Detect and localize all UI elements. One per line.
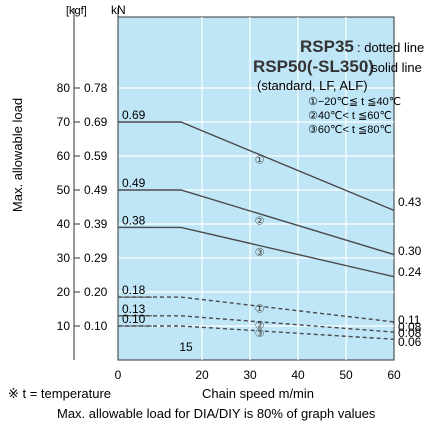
kn-tick-label: 0.10 — [84, 319, 108, 333]
kgf-tick-label: 60 — [57, 149, 71, 163]
kgf-tick-label: 40 — [57, 217, 71, 231]
x-tick-label: 60 — [387, 368, 401, 382]
kgf-tick-label: 80 — [57, 81, 71, 95]
circle-marker: ① — [255, 303, 265, 315]
kn-tick-label: 0.39 — [84, 217, 108, 231]
circle-marker: ③ — [255, 247, 265, 259]
legend-temp-3: ③60℃< t ≦80℃ — [308, 124, 392, 136]
legend-rsp35-name: RSP35 — [300, 37, 354, 56]
x-tick-label: 20 — [195, 368, 209, 382]
x-tick-label: 0 — [115, 368, 122, 382]
y-unit-kn: kN — [111, 3, 126, 17]
legend-rsp50-desc: : solid line — [364, 60, 422, 75]
y-axis-title: Max. allowable load — [10, 98, 25, 212]
kn-tick-label: 0.69 — [84, 115, 108, 129]
plot-area — [117, 16, 395, 361]
series-start-label: 0.13 — [122, 302, 146, 316]
series-start-label: 0.38 — [122, 213, 146, 227]
series-end-label: 0.11 — [398, 313, 421, 327]
y-unit-kgf: [kgf] — [66, 5, 87, 17]
x-tick-label: 30 — [243, 368, 257, 382]
kgf-tick-label: 50 — [57, 183, 71, 197]
circle-marker: ① — [255, 154, 265, 166]
legend-temp-2: ②40℃< t ≦60℃ — [308, 110, 392, 122]
series-start-label: 0.69 — [122, 108, 146, 122]
x-axis-title: Chain speed m/min — [202, 386, 314, 401]
legend-temp-1: ①−20℃≦ t ≦40℃ — [308, 96, 401, 108]
series-end-label: 0.30 — [398, 244, 422, 258]
x-tick-label: 50 — [339, 368, 353, 382]
circle-marker: ② — [255, 320, 265, 332]
series-start-label: 0.18 — [122, 283, 146, 297]
legend-rsp35-desc: : dotted line — [357, 40, 424, 55]
kgf-tick-label: 10 — [57, 319, 71, 333]
kgf-tick-label: 20 — [57, 285, 71, 299]
series-end-label: 0.08 — [398, 320, 422, 334]
legend-rsp50-name: RSP50(-SL350) — [253, 57, 374, 76]
temperature-footnote: ※ t = temperature — [8, 386, 111, 401]
breakpoint-label: 15 — [179, 340, 193, 354]
kgf-tick-label: 30 — [57, 251, 71, 265]
series-start-label: 0.10 — [122, 312, 146, 326]
series-end-label: 0.06 — [398, 335, 422, 349]
kn-tick-label: 0.59 — [84, 149, 108, 163]
series-end-label: 0.24 — [398, 265, 422, 279]
kn-tick-label: 0.49 — [84, 183, 108, 197]
y-axes: 10 0.10 20 0.20 30 0.29 40 0.39 50 0.49 60 0.59 70 0.… — [57, 8, 119, 360]
series-end-label: 0.43 — [398, 195, 422, 209]
kn-tick-label: 0.78 — [84, 81, 108, 95]
dia-footnote: Max. allowable load for DIA/DIY is 80% o… — [57, 406, 376, 421]
kn-tick-label: 0.29 — [84, 251, 108, 265]
kgf-tick-label: 70 — [57, 115, 71, 129]
legend-note: (standard, LF, ALF) — [257, 78, 368, 93]
data-labels: 0.69 ① 0.49 ② 0.38 ③ 0.18 ① 0.13 ② 0.10 ③ 0.43 0.30 0.… — [120, 108, 422, 349]
series-end-label: 0.08 — [398, 326, 422, 340]
series-start-label: 0.49 — [122, 176, 146, 190]
kn-tick-label: 0.20 — [84, 285, 108, 299]
circle-marker: ② — [255, 215, 265, 227]
circle-marker: ③ — [255, 328, 265, 340]
x-axis: 0 20 30 40 50 60 — [115, 368, 401, 382]
x-tick-label: 40 — [291, 368, 305, 382]
